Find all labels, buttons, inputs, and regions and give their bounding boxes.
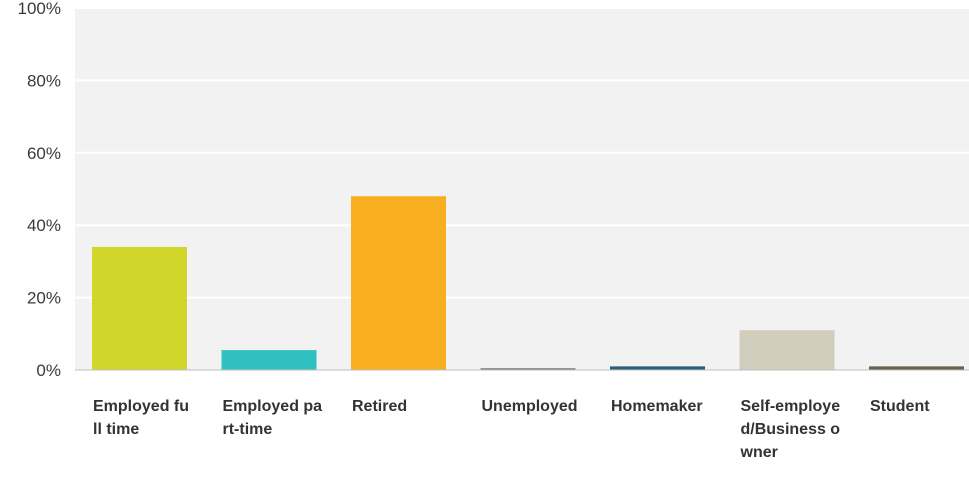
x-tick-label: Self-employed/Business owner — [740, 398, 841, 461]
bars — [92, 196, 964, 370]
x-tick-label: Employed full time — [93, 398, 190, 438]
y-tick-label: 0% — [36, 361, 61, 380]
x-tick-label: Employed part-time — [222, 398, 323, 438]
x-tick-label: Unemployed — [481, 398, 578, 415]
bar — [869, 366, 964, 370]
x-tick-label: Homemaker — [611, 398, 703, 415]
y-tick-label: 60% — [27, 144, 61, 163]
gridlines — [75, 7, 969, 299]
y-axis-ticks: 100% 80% 60% 40% 20% 0% — [18, 0, 61, 380]
bar — [351, 196, 446, 370]
bar — [480, 368, 576, 370]
bar — [610, 366, 705, 370]
plot-background — [75, 8, 969, 370]
y-tick-label: 80% — [27, 71, 61, 90]
bar — [92, 246, 187, 370]
x-tick-label: Student — [870, 398, 930, 415]
x-tick-label: Retired — [352, 398, 408, 415]
bar — [221, 350, 317, 370]
y-tick-label: 100% — [18, 0, 61, 18]
y-tick-label: 40% — [27, 216, 61, 235]
bar — [739, 330, 835, 370]
y-tick-label: 20% — [27, 289, 61, 308]
